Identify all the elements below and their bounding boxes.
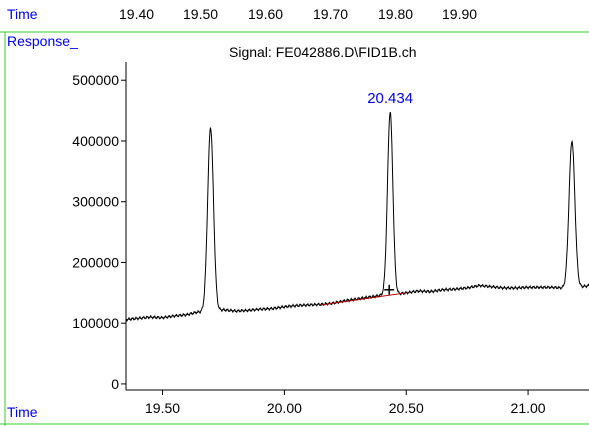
x-tick-label: 20.00: [267, 400, 302, 416]
signal-title: Signal: FE042886.D\FID1B.ch: [229, 44, 417, 60]
y-tick-label: 500000: [72, 72, 119, 88]
x-axis: 19.50 20.00 20.50 21.00: [145, 390, 546, 416]
peak-labels: 20.434: [367, 90, 413, 107]
top-time-tick-label: 19.70: [313, 6, 348, 22]
response-label: Response_: [7, 33, 78, 49]
y-axis: 0 100000 200000 300000 400000 500000: [72, 72, 126, 392]
x-tick-label: 19.50: [145, 400, 180, 416]
top-time-tick-label: 19.50: [183, 6, 218, 22]
top-time-tick-label: 19.60: [248, 6, 283, 22]
peak-rt-label: 20.434: [367, 90, 413, 107]
top-time-tick-label: 19.40: [119, 6, 154, 22]
y-tick-label: 400000: [72, 133, 119, 149]
y-tick-label: 300000: [72, 194, 119, 210]
integration-baseline: [320, 292, 407, 306]
x-tick-label: 20.50: [389, 400, 424, 416]
y-tick-label: 100000: [72, 315, 119, 331]
retention-marker: [384, 284, 395, 295]
y-tick-label: 200000: [72, 254, 119, 270]
top-time-ruler: 19.40 19.50 19.60 19.70 19.80 19.90: [119, 6, 477, 22]
time-label-bottom: Time: [7, 404, 38, 420]
panel-frame: [0, 31, 589, 426]
top-time-tick-label: 19.80: [378, 6, 413, 22]
y-tick-label: 0: [111, 376, 119, 392]
time-label-top: Time: [7, 6, 38, 22]
top-time-tick-label: 19.90: [442, 6, 477, 22]
signal-trace: [125, 112, 589, 323]
x-tick-label: 21.00: [511, 400, 546, 416]
